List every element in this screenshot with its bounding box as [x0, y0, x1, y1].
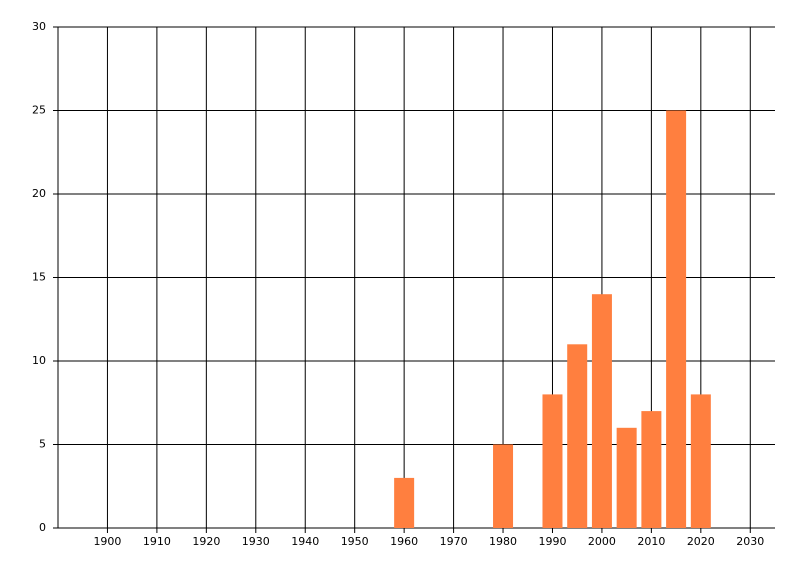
- y-tick-label: 15: [32, 271, 46, 284]
- bar: [641, 411, 662, 528]
- bar: [690, 394, 711, 528]
- bar: [616, 427, 637, 528]
- bar: [666, 110, 687, 528]
- x-tick-label: 1950: [341, 535, 369, 548]
- bar: [567, 344, 588, 528]
- bar: [493, 444, 514, 528]
- x-tick-label: 1980: [489, 535, 517, 548]
- x-tick-label: 2000: [588, 535, 616, 548]
- y-tick-label: 25: [32, 104, 46, 117]
- x-tick-label: 1960: [390, 535, 418, 548]
- x-tick-label: 1990: [538, 535, 566, 548]
- y-tick-label: 5: [39, 438, 46, 451]
- x-tick-label: 1930: [242, 535, 270, 548]
- bar: [542, 394, 563, 528]
- y-tick-label: 10: [32, 354, 46, 367]
- y-tick-label: 0: [39, 521, 46, 534]
- x-tick-label: 1940: [291, 535, 319, 548]
- x-tick-label: 2030: [736, 535, 764, 548]
- x-tick-label: 1910: [143, 535, 171, 548]
- x-tick-label: 1920: [192, 535, 220, 548]
- bar: [394, 477, 415, 528]
- y-tick-label: 20: [32, 187, 46, 200]
- x-tick-label: 1970: [440, 535, 468, 548]
- x-tick-label: 2020: [687, 535, 715, 548]
- y-tick-label: 30: [32, 20, 46, 33]
- x-tick-label: 2010: [637, 535, 665, 548]
- x-tick-label: 1900: [93, 535, 121, 548]
- bar: [591, 294, 612, 528]
